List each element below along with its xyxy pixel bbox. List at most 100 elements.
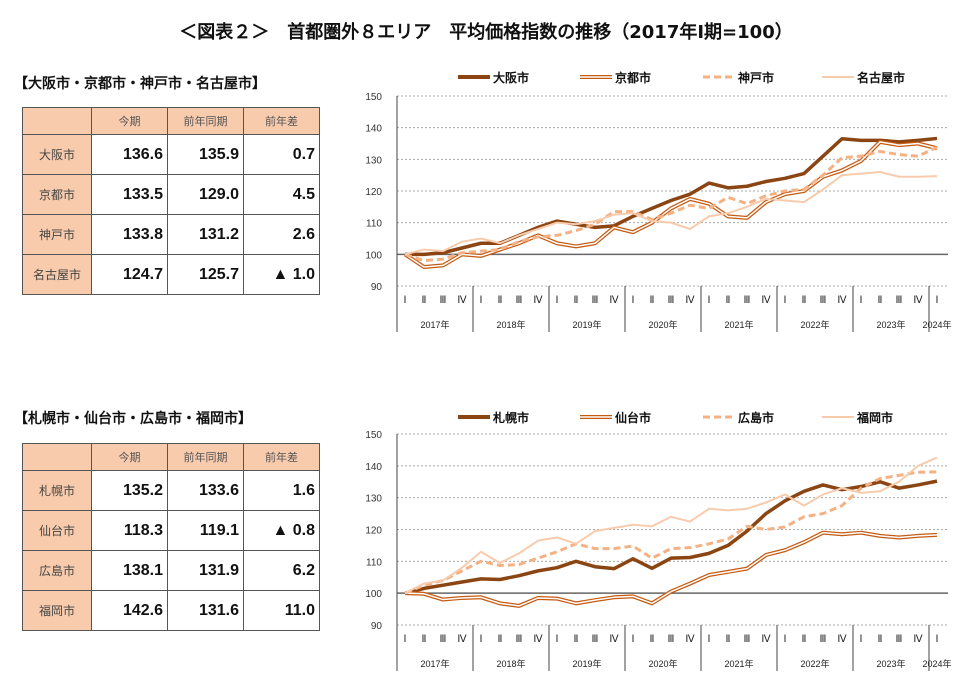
series-line-inner	[404, 141, 938, 268]
table-cell: 131.6	[167, 590, 244, 631]
x-quarter-label: Ⅱ	[802, 634, 807, 645]
table-cell: 125.7	[167, 254, 244, 295]
table-cell: 118.3	[91, 510, 168, 551]
x-quarter-label: Ⅲ	[592, 295, 599, 306]
x-quarter-label: Ⅰ	[556, 295, 559, 306]
x-year-label: 2018年	[496, 319, 525, 330]
x-quarter-label: Ⅰ	[404, 634, 407, 645]
y-tick-label: 150	[365, 430, 382, 441]
y-tick-label: 120	[365, 187, 382, 198]
y-tick-label: 150	[365, 92, 382, 103]
x-quarter-label: Ⅰ	[632, 634, 635, 645]
x-quarter-label: Ⅰ	[556, 634, 559, 645]
table-row: 福岡市 142.6 131.6 11.0	[22, 590, 320, 631]
table-cell: ▲ 1.0	[243, 254, 320, 295]
y-tick-label: 100	[365, 250, 382, 261]
x-quarter-label: Ⅱ	[802, 295, 807, 306]
x-quarter-label: Ⅳ	[913, 634, 923, 645]
legend-label: 札幌市	[492, 410, 529, 425]
x-quarter-label: Ⅰ	[632, 295, 635, 306]
x-quarter-label: Ⅲ	[592, 634, 599, 645]
x-year-label: 2024年	[922, 319, 951, 330]
table-cell: 2.6	[243, 214, 320, 255]
x-quarter-label: Ⅲ	[896, 634, 903, 645]
table-cell: 4.5	[243, 174, 320, 215]
x-quarter-label: Ⅳ	[533, 295, 543, 306]
x-year-label: 2021年	[724, 658, 753, 669]
table-cell: 124.7	[91, 254, 168, 295]
x-quarter-label: Ⅳ	[685, 634, 695, 645]
series-line	[404, 479, 938, 595]
table-row: 広島市 138.1 131.9 6.2	[22, 550, 320, 591]
y-tick-label: 110	[366, 219, 382, 230]
table-header: 前年同期	[167, 107, 244, 135]
x-quarter-label: Ⅲ	[668, 295, 675, 306]
legend-label: 広島市	[738, 410, 774, 425]
x-quarter-label: Ⅲ	[516, 295, 523, 306]
table-header: 今期	[91, 107, 168, 135]
table-cell: 135.9	[167, 134, 244, 175]
x-quarter-label: Ⅲ	[896, 295, 903, 306]
x-year-label: 2023年	[876, 658, 905, 669]
series-line	[403, 139, 938, 269]
city-name: 神戸市	[22, 214, 92, 255]
table-cell: 129.0	[167, 174, 244, 215]
x-year-label: 2022年	[800, 319, 829, 330]
table-row: 名古屋市 124.7 125.7 ▲ 1.0	[22, 254, 320, 295]
x-year-label: 2024年	[922, 658, 951, 669]
x-quarter-label: Ⅳ	[457, 295, 467, 306]
x-quarter-label: Ⅲ	[440, 634, 447, 645]
series-line	[404, 170, 938, 256]
y-tick-label: 120	[365, 526, 382, 537]
x-quarter-label: Ⅱ	[650, 634, 655, 645]
group-heading-2: 【札幌市・仙台市・広島市・福岡市】	[14, 411, 252, 427]
x-quarter-label: Ⅱ	[574, 295, 579, 306]
y-tick-label: 90	[371, 282, 383, 293]
table-cell: 138.1	[91, 550, 168, 591]
x-year-label: 2023年	[876, 319, 905, 330]
city-name: 大阪市	[22, 134, 92, 175]
x-quarter-label: Ⅰ	[784, 634, 787, 645]
x-quarter-label: Ⅰ	[860, 295, 863, 306]
series-line	[405, 136, 938, 257]
x-year-label: 2021年	[724, 319, 753, 330]
legend-label: 大阪市	[493, 70, 529, 85]
x-quarter-label: Ⅰ	[480, 634, 483, 645]
series-line	[404, 456, 938, 595]
table-cell: 136.6	[91, 134, 168, 175]
table-row: 大阪市 136.6 135.9 0.7	[22, 134, 320, 175]
table-cell: 131.2	[167, 214, 244, 255]
x-year-label: 2019年	[572, 319, 601, 330]
series-line	[404, 145, 938, 263]
city-name: 札幌市	[22, 470, 92, 511]
x-quarter-label: Ⅱ	[574, 634, 579, 645]
table-header	[22, 443, 92, 471]
x-quarter-label: Ⅰ	[936, 295, 939, 306]
group-heading-1: 【大阪市・京都市・神戸市・名古屋市】	[14, 76, 266, 92]
x-quarter-label: Ⅳ	[761, 634, 771, 645]
x-year-label: 2020年	[648, 319, 677, 330]
x-quarter-label: Ⅱ	[878, 295, 883, 306]
city-name: 名古屋市	[22, 254, 92, 295]
x-quarter-label: Ⅳ	[609, 295, 619, 306]
x-quarter-label: Ⅲ	[516, 634, 523, 645]
x-quarter-label: Ⅳ	[457, 634, 467, 645]
x-quarter-label: Ⅰ	[860, 634, 863, 645]
table-cell: 1.6	[243, 470, 320, 511]
x-year-label: 2018年	[496, 658, 525, 669]
x-quarter-label: Ⅰ	[784, 295, 787, 306]
x-quarter-label: Ⅳ	[837, 634, 847, 645]
table-header	[22, 107, 92, 135]
x-year-label: 2022年	[800, 658, 829, 669]
city-name: 広島市	[22, 550, 92, 591]
y-tick-label: 140	[365, 462, 382, 473]
x-quarter-label: Ⅱ	[498, 295, 503, 306]
index-table-1: 今期 前年同期 前年差 大阪市 136.6 135.9 0.7 京都市 133.5 129.0 4.…	[22, 107, 320, 295]
x-quarter-label: Ⅲ	[744, 634, 751, 645]
table-cell: ▲ 0.8	[243, 510, 320, 551]
x-quarter-label: Ⅲ	[440, 295, 447, 306]
table-header: 前年差	[243, 443, 320, 471]
x-quarter-label: Ⅳ	[533, 634, 543, 645]
